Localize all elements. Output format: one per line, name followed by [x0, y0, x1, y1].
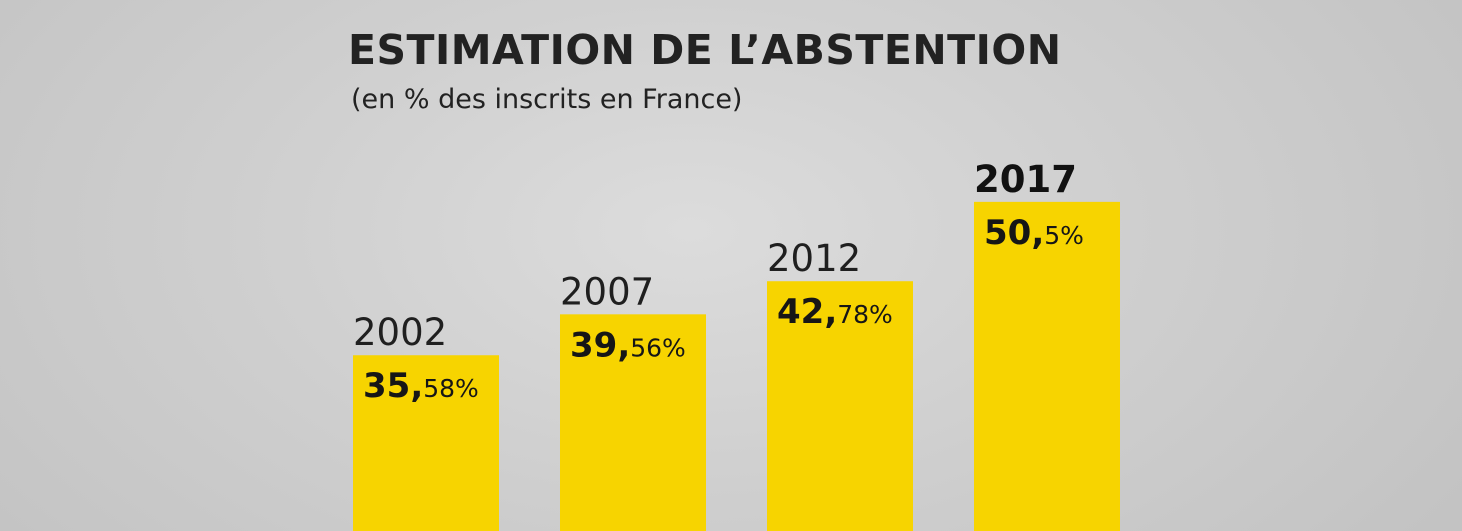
category-label-2017: 2017: [974, 158, 1077, 201]
chart-subtitle: (en % des inscrits en France): [351, 84, 743, 115]
value-label-2012: 42,78%: [777, 292, 893, 332]
chart-title: ESTIMATION DE L’ABSTENTION: [348, 26, 1062, 74]
bar-2012: [767, 281, 913, 531]
value-label-2002: 35,58%: [363, 366, 479, 406]
category-label-2002: 2002: [353, 311, 447, 354]
bar-2017: [974, 201, 1120, 531]
bar-2007: [560, 314, 706, 531]
bar-2002: [353, 355, 499, 531]
value-label-2007: 39,56%: [570, 325, 686, 365]
category-label-2007: 2007: [560, 270, 654, 313]
value-label-2017: 50,5%: [984, 213, 1084, 253]
category-label-2012: 2012: [767, 237, 861, 280]
